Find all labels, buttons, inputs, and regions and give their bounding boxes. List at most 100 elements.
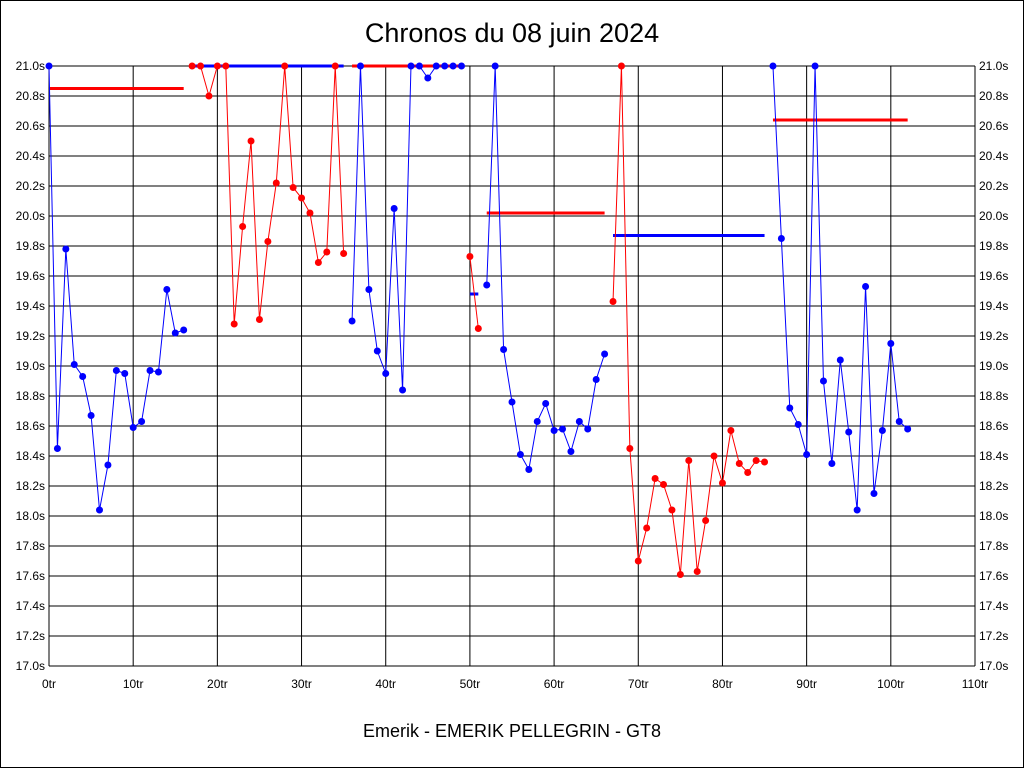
y-tick-label-right: 18.4s [979, 449, 1008, 463]
red-lap-point [761, 458, 769, 466]
blue-lap-point [559, 425, 567, 433]
red-lap-point [660, 481, 668, 488]
y-tick-label-right: 18.6s [979, 419, 1008, 433]
blue-series-line [486, 65, 606, 471]
y-tick-label-right: 19.6s [979, 269, 1008, 283]
blue-lap-point [904, 425, 912, 433]
y-tick-label-right: 19.2s [979, 329, 1008, 343]
red-lap-point [617, 62, 625, 70]
blue-lap-point [836, 356, 844, 364]
y-tick-label-right: 20.8s [979, 89, 1008, 103]
blue-lap-point [853, 506, 861, 514]
blue-series-line [772, 65, 908, 511]
red-lap-point [718, 479, 726, 487]
blue-lap-point [895, 418, 903, 425]
y-tick-label-left: 19.4s [16, 299, 45, 313]
blue-lap-point [828, 460, 836, 467]
blue-lap-point [811, 62, 819, 70]
y-tick-label-right: 17.0s [979, 659, 1008, 673]
y-tick-label-left: 18.0s [16, 509, 45, 523]
blue-lap-point [45, 62, 53, 70]
red-lap-point [609, 298, 617, 305]
y-tick-label-left: 19.0s [16, 359, 45, 373]
y-tick-label-right: 17.4s [979, 599, 1008, 613]
blue-lap-point [500, 346, 508, 353]
y-tick-label-left: 20.4s [16, 149, 45, 163]
x-tick-label: 80tr [712, 677, 733, 691]
red-lap-point [289, 184, 297, 191]
red-lap-point [643, 524, 651, 532]
blue-lap-point [365, 286, 373, 293]
x-tick-label: 20tr [207, 677, 228, 691]
y-tick-label-right: 20.2s [979, 179, 1008, 193]
x-tick-label: 70tr [628, 677, 649, 691]
blue-lap-point [121, 370, 129, 377]
red-series-line [192, 65, 345, 325]
blue-lap-point [575, 418, 583, 425]
red-lap-point [281, 62, 289, 70]
blue-lap-point [87, 412, 95, 419]
blue-lap-point [407, 62, 415, 70]
blue-lap-point [786, 404, 794, 412]
x-tick-label: 0tr [42, 677, 56, 691]
red-lap-point [744, 469, 752, 476]
y-tick-label-left: 19.8s [16, 239, 45, 253]
blue-series-line [48, 65, 184, 511]
red-lap-point [264, 238, 272, 245]
blue-lap-point [525, 466, 533, 473]
red-lap-point [188, 62, 196, 70]
blue-lap-point [457, 62, 465, 70]
red-lap-point [323, 248, 331, 256]
blue-lap-point [154, 368, 162, 376]
y-tick-label-right: 20.0s [979, 209, 1008, 223]
blue-lap-point [356, 62, 364, 70]
y-tick-label-right: 17.8s [979, 539, 1008, 553]
y-tick-label-left: 20.2s [16, 179, 45, 193]
y-tick-label-left: 20.6s [16, 119, 45, 133]
blue-lap-point [432, 62, 440, 70]
red-lap-point [197, 62, 205, 70]
y-tick-label-right: 19.4s [979, 299, 1008, 313]
y-tick-label-left: 19.2s [16, 329, 45, 343]
y-tick-label-right: 18.8s [979, 389, 1008, 403]
red-lap-point [272, 179, 280, 187]
red-lap-point [710, 452, 718, 460]
blue-lap-point [415, 62, 423, 70]
blue-lap-point [96, 506, 104, 514]
blue-lap-point [70, 361, 78, 368]
y-tick-label-left: 17.6s [16, 569, 45, 583]
y-tick-label-left: 17.4s [16, 599, 45, 613]
y-tick-label-left: 20.8s [16, 89, 45, 103]
y-tick-label-left: 17.8s [16, 539, 45, 553]
red-lap-point [255, 316, 263, 323]
red-lap-point [239, 223, 247, 230]
y-tick-label-left: 21.0s [16, 59, 45, 73]
red-lap-point [331, 62, 339, 70]
blue-lap-point [542, 400, 550, 407]
blue-lap-point [399, 386, 407, 394]
x-tick-label: 110tr [962, 677, 988, 691]
x-tick-label: 50tr [460, 677, 481, 691]
y-tick-label-right: 21.0s [979, 59, 1008, 73]
y-tick-label-left: 18.2s [16, 479, 45, 493]
y-tick-label-right: 19.8s [979, 239, 1008, 253]
y-tick-label-right: 20.6s [979, 119, 1008, 133]
y-tick-label-right: 18.2s [979, 479, 1008, 493]
red-series-line [469, 256, 479, 329]
red-lap-point [466, 253, 474, 260]
blue-lap-point [550, 427, 558, 434]
blue-series-line [351, 65, 462, 391]
blue-lap-point [533, 418, 541, 425]
x-tick-label: 60tr [544, 677, 565, 691]
blue-lap-point [819, 377, 827, 385]
y-tick-label-left: 18.6s [16, 419, 45, 433]
y-tick-label-right: 17.6s [979, 569, 1008, 583]
y-tick-label-left: 18.8s [16, 389, 45, 403]
y-tick-label-left: 18.4s [16, 449, 45, 463]
blue-lap-point [382, 370, 390, 377]
blue-lap-point [180, 326, 188, 334]
chart-footer: Emerik - EMERIK PELLEGRIN - GT8 [362, 721, 662, 741]
blue-lap-point [171, 329, 179, 337]
blue-lap-point [769, 62, 777, 70]
